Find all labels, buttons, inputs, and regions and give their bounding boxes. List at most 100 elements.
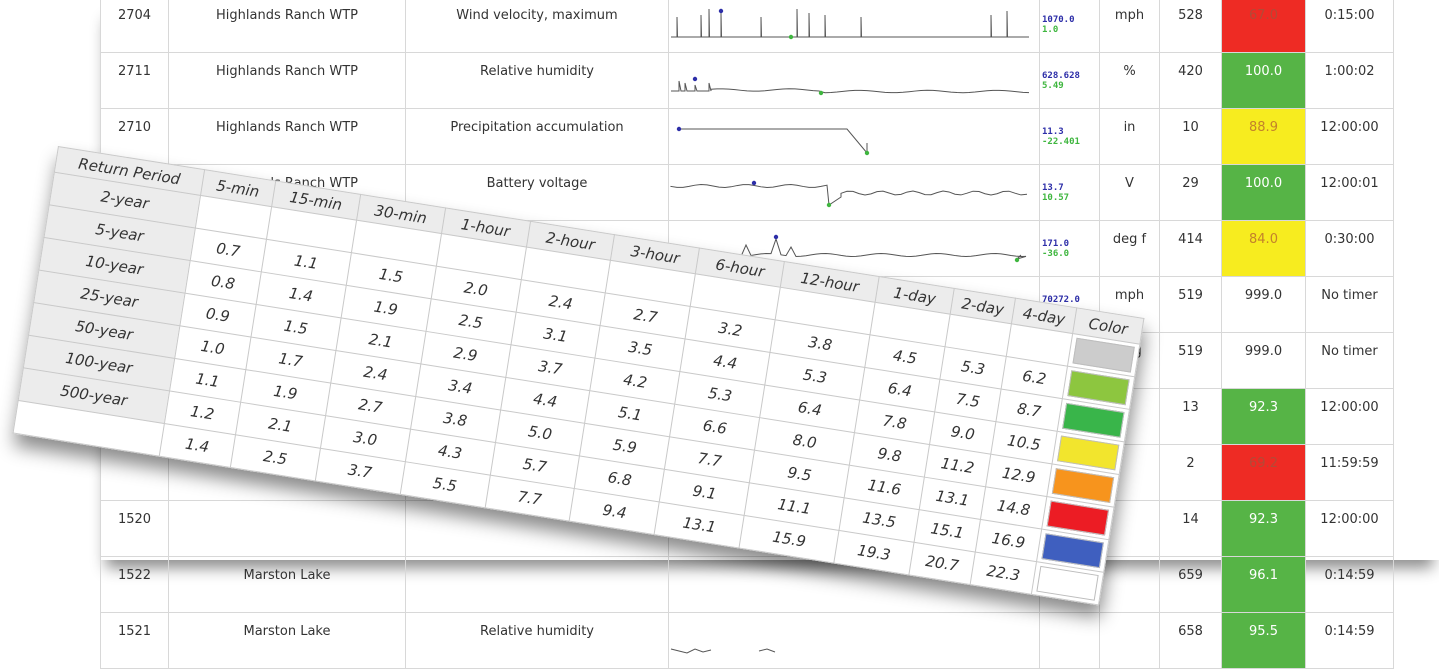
status-percent-value: 84.0 — [1249, 232, 1278, 247]
sparkline-min-dot — [864, 150, 870, 155]
min-value: -36.0 — [1042, 248, 1070, 259]
status-percent: 84.0 — [1221, 220, 1306, 277]
report-interval: 0:14:59 — [1305, 612, 1394, 669]
color-swatch — [1041, 533, 1104, 569]
min-value: 5.49 — [1042, 80, 1064, 91]
record-count: 2 — [1159, 444, 1222, 501]
table-row[interactable]: 1521 Marston Lake Relative humidity 658 95.5… — [100, 612, 1394, 669]
station-id: 1521 — [100, 612, 169, 669]
max-value: 171.0 — [1042, 238, 1070, 249]
record-count: 414 — [1159, 220, 1222, 277]
sparkline-chart — [676, 126, 870, 155]
station-location: Highlands Ranch WTP — [168, 108, 406, 165]
min-value: -22.401 — [1042, 136, 1080, 147]
max-value: 1070.0 — [1042, 14, 1075, 25]
status-percent: 999.0 — [1221, 276, 1306, 333]
record-count: 13 — [1159, 388, 1222, 445]
units: % — [1099, 52, 1160, 109]
table-row[interactable]: 2704 Highlands Ranch WTP Wind velocity, ma… — [100, 0, 1394, 53]
sparkline-chart — [670, 180, 1028, 207]
report-interval: 1:00:02 — [1305, 52, 1394, 109]
max-value: 628.628 — [1042, 70, 1080, 81]
parameter-name: Relative humidity — [405, 612, 669, 669]
status-percent-value: 69.2 — [1249, 456, 1278, 471]
station-id: 2704 — [100, 0, 169, 53]
station-location — [168, 500, 406, 557]
sparkline-min-dot — [826, 202, 832, 207]
units: mph — [1099, 0, 1160, 53]
units — [1099, 612, 1160, 669]
max-value: 11.3 — [1042, 126, 1064, 137]
sparkline-max-dot — [676, 126, 682, 131]
report-interval: 12:00:00 — [1305, 500, 1394, 557]
parameter-name: Wind velocity, maximum — [405, 0, 669, 53]
status-percent: 999.0 — [1221, 332, 1306, 389]
report-interval: 0:15:00 — [1305, 0, 1394, 53]
min-max: 13.7 10.57 — [1039, 164, 1100, 221]
color-swatch — [1067, 370, 1130, 406]
sparkline — [668, 108, 1040, 165]
status-percent: 92.3 — [1221, 388, 1306, 445]
station-location: Marston Lake — [168, 612, 406, 669]
report-interval: 12:00:01 — [1305, 164, 1394, 221]
parameter-name: Relative humidity — [405, 52, 669, 109]
status-percent-value: 95.5 — [1249, 624, 1278, 639]
sparkline-trace — [677, 128, 868, 154]
min-value: 10.57 — [1042, 192, 1070, 203]
min-value: 1.0 — [1042, 24, 1059, 35]
table-row[interactable]: 2711 Highlands Ranch WTP Relative humidity… — [100, 52, 1394, 109]
report-interval: 12:00:00 — [1305, 108, 1394, 165]
status-percent-value: 92.3 — [1249, 512, 1278, 527]
sparkline-min-dot — [818, 90, 824, 95]
color-swatch — [1072, 337, 1135, 373]
min-max: 11.3 -22.401 — [1039, 108, 1100, 165]
sparkline-max-dot — [692, 76, 698, 81]
record-count: 29 — [1159, 164, 1222, 221]
station-location: Highlands Ranch WTP — [168, 52, 406, 109]
status-percent: 88.9 — [1221, 108, 1306, 165]
status-percent: 95.5 — [1221, 612, 1306, 669]
sparkline-max-dot — [718, 8, 724, 13]
color-swatch — [1046, 500, 1110, 536]
report-interval: No timer — [1305, 332, 1394, 389]
record-count: 420 — [1159, 52, 1222, 109]
status-percent-value: 999.0 — [1244, 344, 1283, 359]
parameter-name — [405, 556, 669, 613]
sparkline-chart — [670, 647, 776, 654]
status-percent: 100.0 — [1221, 52, 1306, 109]
station-id: 1520 — [100, 500, 169, 557]
sparkline-trace — [671, 80, 1030, 93]
max-value: 13.7 — [1042, 182, 1064, 193]
units — [1099, 556, 1160, 613]
report-interval: 0:30:00 — [1305, 220, 1394, 277]
min-max: 171.0 -36.0 — [1039, 220, 1100, 277]
station-location: Highlands Ranch WTP — [168, 0, 406, 53]
sparkline-chart — [671, 76, 1030, 95]
status-percent-value: 999.0 — [1244, 288, 1283, 303]
sparkline-min-dot — [1014, 257, 1020, 262]
record-count: 14 — [1159, 500, 1222, 557]
sparkline-max-dot — [751, 180, 757, 185]
record-count: 659 — [1159, 556, 1222, 613]
color-swatch — [1056, 435, 1120, 471]
max-value: 70272.0 — [1042, 294, 1080, 305]
units: deg f — [1099, 220, 1160, 277]
min-max: 628.628 5.49 — [1039, 52, 1100, 109]
min-max — [1039, 612, 1100, 669]
sparkline-trace — [671, 8, 1029, 37]
status-percent: 67.0 — [1221, 0, 1306, 53]
status-percent-value: 88.9 — [1249, 120, 1278, 135]
table-row[interactable]: 1522 Marston Lake 659 96.1 0:14:59 — [100, 556, 1394, 613]
record-count: 519 — [1159, 276, 1222, 333]
sparkline-trace — [670, 183, 1028, 206]
sparkline — [668, 52, 1040, 109]
sparkline-trace — [670, 647, 776, 654]
sparkline-max-dot — [773, 234, 779, 239]
sparkline — [668, 164, 1040, 221]
status-percent-value: 100.0 — [1244, 176, 1283, 191]
status-percent-value: 96.1 — [1249, 568, 1278, 583]
status-percent-value: 67.0 — [1249, 8, 1278, 23]
record-count: 658 — [1159, 612, 1222, 669]
report-interval: 0:14:59 — [1305, 556, 1394, 613]
table-row[interactable]: 2710 Highlands Ranch WTP Precipitation acc… — [100, 108, 1394, 165]
